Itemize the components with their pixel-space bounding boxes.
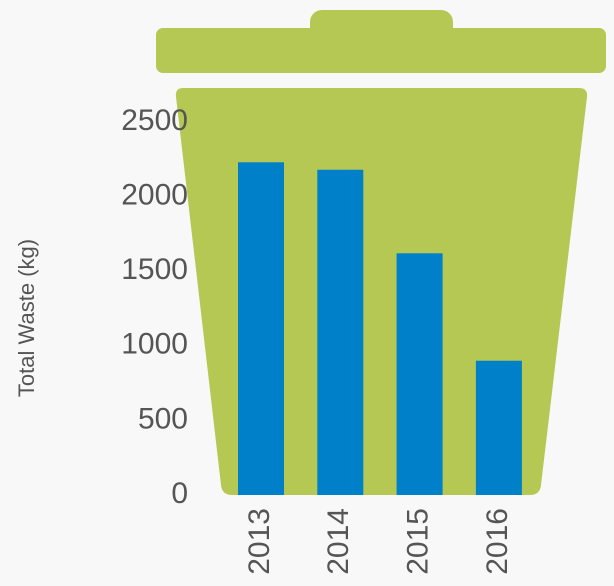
y-tick-label: 1500 xyxy=(121,253,188,286)
y-axis-label: Total Waste (kg) xyxy=(14,239,39,397)
y-tick-label: 2000 xyxy=(121,179,188,212)
bar xyxy=(238,162,284,495)
y-tick-label: 1000 xyxy=(121,328,188,361)
bin-lid xyxy=(156,28,606,73)
x-tick-label: 2016 xyxy=(481,508,514,575)
bar xyxy=(475,360,522,495)
bar xyxy=(317,169,364,495)
y-tick-label: 500 xyxy=(138,402,188,435)
y-tick-label: 2500 xyxy=(121,104,188,137)
x-tick-label: 2014 xyxy=(322,508,355,575)
x-tick-label: 2015 xyxy=(402,508,435,575)
bar xyxy=(396,253,443,495)
bin-body xyxy=(175,88,588,495)
x-tick-label: 2013 xyxy=(243,508,276,575)
y-tick-label: 0 xyxy=(171,477,188,510)
